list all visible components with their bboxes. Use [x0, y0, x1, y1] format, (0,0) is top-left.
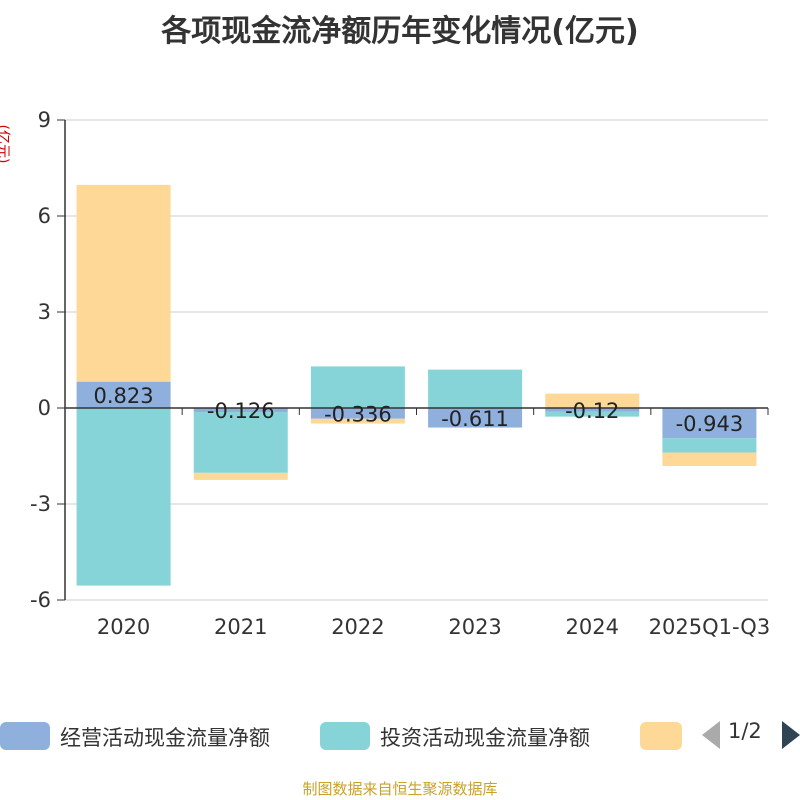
bar-segment	[76, 184, 171, 382]
data-label: -0.611	[441, 407, 509, 431]
x-tick-label: 2023	[448, 615, 501, 639]
bar-segment	[193, 472, 288, 480]
y-tick-label: 3	[38, 300, 51, 324]
bar-segment	[545, 408, 640, 412]
data-label: -0.12	[565, 399, 619, 423]
legend-label: 经营活动现金流量净额	[60, 726, 270, 750]
legend-prev-page-icon[interactable]	[702, 721, 720, 749]
y-tick-label: 0	[38, 396, 51, 420]
y-tick-label: -6	[30, 588, 51, 612]
bar-segment	[310, 418, 405, 424]
data-label: 0.823	[94, 384, 154, 408]
x-tick-label: 2024	[566, 615, 619, 639]
bar-segment	[76, 408, 171, 586]
bar-segment	[545, 393, 640, 408]
legend-swatch	[320, 722, 370, 750]
legend-next-page-icon[interactable]	[782, 721, 800, 749]
bar-segment	[662, 438, 757, 453]
data-label: -0.943	[676, 412, 744, 436]
bar-segment	[428, 408, 523, 428]
bar-segment	[662, 408, 757, 439]
source-note: 制图数据来自恒生聚源数据库	[302, 780, 498, 798]
data-label: -0.336	[324, 402, 392, 426]
y-tick-label: -3	[30, 492, 51, 516]
y-tick-label: 9	[38, 108, 51, 132]
x-tick-label: 2022	[331, 615, 384, 639]
legend-page-indicator: 1/2	[728, 719, 762, 743]
legend-swatch	[640, 722, 682, 750]
legend-swatch	[0, 722, 50, 750]
x-tick-label: 2021	[214, 615, 267, 639]
bar-segment	[193, 412, 288, 473]
bar-segment	[310, 366, 405, 408]
bar-segment	[662, 452, 757, 467]
x-tick-label: 2025Q1-Q3	[649, 615, 771, 639]
bar-segment	[310, 408, 405, 419]
chart-title: 各项现金流净额历年变化情况(亿元)	[161, 14, 639, 49]
bar-segment	[76, 381, 171, 408]
chart-plot: 9 6 3 0 -3 -6 2020 2021 2022 2023 2024 2025Q1-Q3 0.8…	[30, 108, 771, 639]
legend-label: 投资活动现金流量净额	[380, 726, 590, 750]
bar-segment	[545, 411, 640, 417]
y-tick-label: 6	[38, 204, 51, 228]
bar-segment	[193, 408, 288, 413]
bar-segment	[428, 369, 523, 408]
x-tick-label: 2020	[97, 615, 150, 639]
data-label: -0.126	[207, 399, 275, 423]
legend: 经营活动现金流量净额 投资活动现金流量净额	[0, 716, 800, 756]
